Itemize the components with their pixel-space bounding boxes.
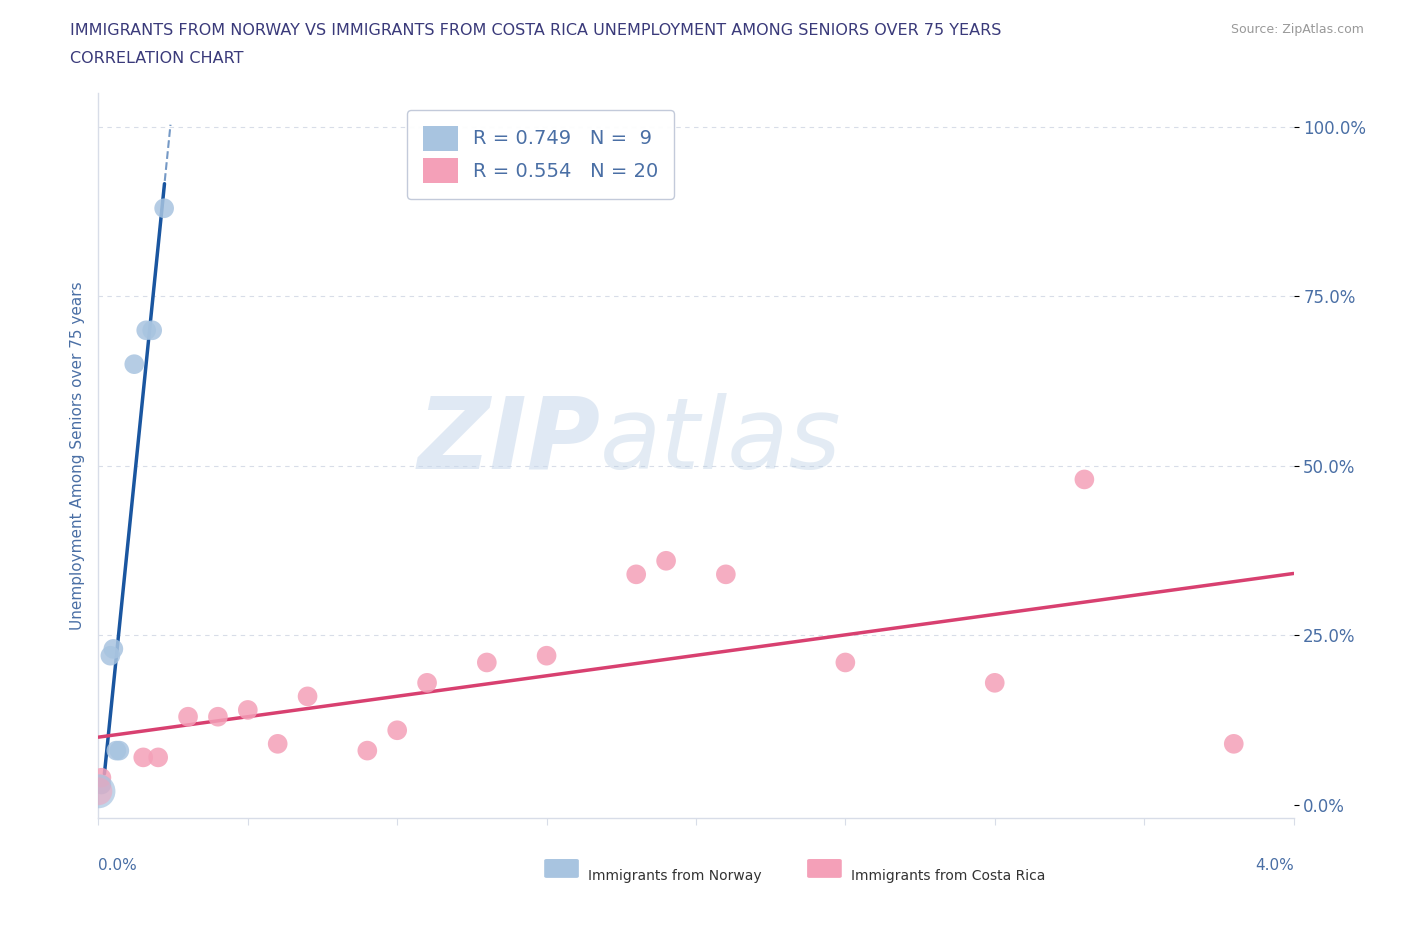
Point bbox=[356, 743, 378, 758]
Point bbox=[90, 770, 112, 785]
Point bbox=[536, 648, 558, 663]
Text: Immigrants from Norway: Immigrants from Norway bbox=[589, 870, 762, 884]
Point bbox=[153, 201, 176, 216]
Point bbox=[1073, 472, 1095, 487]
Point bbox=[416, 675, 439, 690]
FancyBboxPatch shape bbox=[807, 859, 842, 878]
Point bbox=[148, 750, 170, 764]
Point bbox=[108, 743, 131, 758]
Text: CORRELATION CHART: CORRELATION CHART bbox=[70, 51, 243, 66]
Point bbox=[385, 723, 409, 737]
Point bbox=[236, 702, 259, 717]
Text: 0.0%: 0.0% bbox=[98, 858, 138, 873]
Text: IMMIGRANTS FROM NORWAY VS IMMIGRANTS FROM COSTA RICA UNEMPLOYMENT AMONG SENIORS : IMMIGRANTS FROM NORWAY VS IMMIGRANTS FRO… bbox=[70, 23, 1001, 38]
Text: 4.0%: 4.0% bbox=[1254, 858, 1294, 873]
Point bbox=[475, 655, 498, 670]
Point bbox=[124, 357, 146, 372]
Point bbox=[1223, 737, 1246, 751]
FancyBboxPatch shape bbox=[544, 859, 579, 878]
Point bbox=[655, 553, 678, 568]
Point bbox=[714, 567, 737, 582]
Point bbox=[267, 737, 290, 751]
Point bbox=[87, 784, 110, 799]
Point bbox=[105, 743, 128, 758]
Point bbox=[103, 642, 125, 657]
Point bbox=[87, 784, 110, 799]
Text: Immigrants from Costa Rica: Immigrants from Costa Rica bbox=[852, 870, 1046, 884]
Legend: R = 0.749   N =  9, R = 0.554   N = 20: R = 0.749 N = 9, R = 0.554 N = 20 bbox=[408, 110, 673, 199]
Point bbox=[177, 710, 200, 724]
Point bbox=[98, 648, 122, 663]
Text: ZIP: ZIP bbox=[418, 392, 600, 490]
Point bbox=[90, 777, 112, 792]
Point bbox=[135, 323, 157, 338]
Text: atlas: atlas bbox=[600, 392, 842, 490]
Point bbox=[207, 710, 229, 724]
Point bbox=[132, 750, 155, 764]
Point bbox=[297, 689, 319, 704]
Point bbox=[626, 567, 648, 582]
Point bbox=[141, 323, 163, 338]
Point bbox=[834, 655, 856, 670]
Point bbox=[984, 675, 1007, 690]
Text: Source: ZipAtlas.com: Source: ZipAtlas.com bbox=[1230, 23, 1364, 36]
Y-axis label: Unemployment Among Seniors over 75 years: Unemployment Among Seniors over 75 years bbox=[69, 282, 84, 630]
